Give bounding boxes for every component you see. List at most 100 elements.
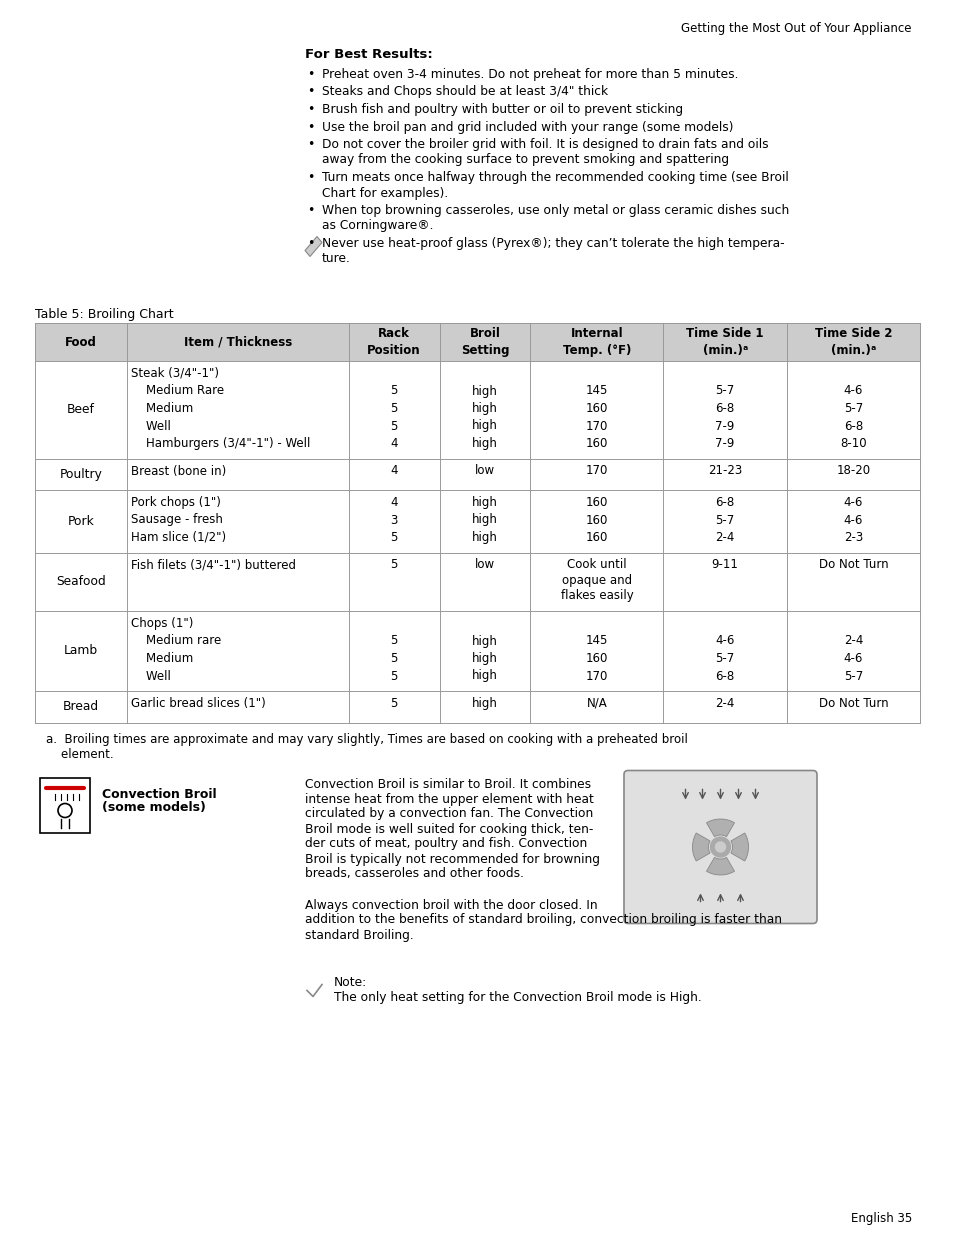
Text: 5: 5: [390, 635, 397, 647]
Text: •: •: [307, 121, 314, 133]
Text: Bread: Bread: [63, 700, 99, 714]
Text: 6-8: 6-8: [715, 496, 734, 509]
Text: Ham slice (1/2"): Ham slice (1/2"): [131, 531, 226, 543]
Text: Garlic bread slices (1"): Garlic bread slices (1"): [131, 697, 265, 710]
Circle shape: [715, 842, 724, 852]
Text: 5: 5: [390, 652, 397, 664]
Text: Sausage - fresh: Sausage - fresh: [131, 514, 222, 526]
Text: 5-7: 5-7: [842, 669, 862, 683]
FancyBboxPatch shape: [623, 771, 816, 924]
Bar: [35, 692, 919, 722]
Polygon shape: [730, 832, 748, 861]
Text: Medium Rare: Medium Rare: [131, 384, 224, 398]
Text: Do not cover the broiler grid with foil. It is designed to drain fats and oils: Do not cover the broiler grid with foil.…: [322, 138, 768, 151]
Bar: [35, 552, 919, 611]
Text: N/A: N/A: [586, 697, 607, 710]
Circle shape: [710, 837, 730, 857]
Text: Item / Thickness: Item / Thickness: [183, 336, 292, 348]
Text: high: high: [472, 635, 497, 647]
Text: Table 5: Broiling Chart: Table 5: Broiling Chart: [35, 308, 173, 321]
Text: 4-6: 4-6: [715, 635, 734, 647]
Text: Pork: Pork: [68, 515, 94, 527]
Text: Never use heat-proof glass (Pyrex®); they can’t tolerate the high tempera-: Never use heat-proof glass (Pyrex®); the…: [322, 237, 783, 249]
Text: element.: element.: [46, 747, 113, 761]
Text: 145: 145: [585, 635, 607, 647]
Text: 160: 160: [585, 652, 607, 664]
Polygon shape: [305, 236, 322, 257]
Text: •: •: [307, 237, 314, 249]
Text: Always convection broil with the door closed. In: Always convection broil with the door cl…: [305, 899, 597, 911]
Text: Poultry: Poultry: [59, 468, 102, 480]
Text: Hamburgers (3/4"-1") - Well: Hamburgers (3/4"-1") - Well: [131, 437, 310, 450]
Text: 5-7: 5-7: [842, 403, 862, 415]
Text: •: •: [307, 85, 314, 99]
Polygon shape: [706, 857, 734, 874]
Text: (some models): (some models): [102, 802, 206, 815]
Text: Position: Position: [367, 345, 420, 357]
Text: low: low: [475, 464, 495, 478]
Text: 5-7: 5-7: [715, 384, 734, 398]
Text: Chart for examples).: Chart for examples).: [322, 186, 448, 200]
Text: Medium: Medium: [131, 652, 193, 664]
Text: 2-4: 2-4: [715, 531, 734, 543]
Text: 170: 170: [585, 464, 607, 478]
Text: When top browning casseroles, use only metal or glass ceramic dishes such: When top browning casseroles, use only m…: [322, 204, 788, 217]
Text: 4-6: 4-6: [842, 652, 862, 664]
Text: Steaks and Chops should be at least 3/4" thick: Steaks and Chops should be at least 3/4"…: [322, 85, 607, 99]
Text: English 35: English 35: [850, 1212, 911, 1225]
Text: 5: 5: [390, 403, 397, 415]
Text: 8-10: 8-10: [840, 437, 866, 450]
Text: Seafood: Seafood: [56, 576, 106, 588]
Text: 5: 5: [390, 697, 397, 710]
Text: •: •: [307, 138, 314, 151]
Bar: [35, 324, 919, 361]
Text: Time Side 1: Time Side 1: [685, 327, 763, 340]
Bar: [35, 611, 919, 692]
Text: 170: 170: [585, 420, 607, 432]
Text: 5: 5: [390, 558, 397, 572]
Text: 5: 5: [390, 384, 397, 398]
Text: 6-8: 6-8: [715, 403, 734, 415]
Text: Brush fish and poultry with butter or oil to prevent sticking: Brush fish and poultry with butter or oi…: [322, 103, 682, 116]
Text: 160: 160: [585, 496, 607, 509]
Text: For Best Results:: For Best Results:: [305, 48, 433, 61]
Text: high: high: [472, 669, 497, 683]
Text: intense heat from the upper element with heat: intense heat from the upper element with…: [305, 793, 594, 805]
Text: Setting: Setting: [460, 345, 509, 357]
Text: opaque and: opaque and: [561, 574, 631, 587]
Text: Cook until: Cook until: [566, 558, 626, 572]
Text: away from the cooking surface to prevent smoking and spattering: away from the cooking surface to prevent…: [322, 153, 728, 167]
Text: standard Broiling.: standard Broiling.: [305, 929, 414, 941]
Text: Chops (1"): Chops (1"): [131, 618, 193, 630]
Text: 4-6: 4-6: [842, 496, 862, 509]
Text: 2-4: 2-4: [715, 697, 734, 710]
Text: 145: 145: [585, 384, 607, 398]
Text: der cuts of meat, poultry and fish. Convection: der cuts of meat, poultry and fish. Conv…: [305, 837, 587, 851]
Text: Breast (bone in): Breast (bone in): [131, 464, 226, 478]
Text: 6-8: 6-8: [715, 669, 734, 683]
Text: Medium rare: Medium rare: [131, 635, 221, 647]
Text: high: high: [472, 420, 497, 432]
Text: circulated by a convection fan. The Convection: circulated by a convection fan. The Conv…: [305, 808, 593, 820]
Text: 5-7: 5-7: [715, 652, 734, 664]
Text: Steak (3/4"-1"): Steak (3/4"-1"): [131, 367, 218, 380]
Text: (min.)ᵃ: (min.)ᵃ: [830, 345, 875, 357]
Text: Preheat oven 3-4 minutes. Do not preheat for more than 5 minutes.: Preheat oven 3-4 minutes. Do not preheat…: [322, 68, 738, 82]
Text: 3: 3: [390, 514, 397, 526]
Text: Well: Well: [131, 420, 171, 432]
Text: Beef: Beef: [67, 404, 94, 416]
Text: (min.)ᵃ: (min.)ᵃ: [701, 345, 747, 357]
Text: •: •: [307, 170, 314, 184]
Text: high: high: [472, 403, 497, 415]
Text: 5: 5: [390, 531, 397, 543]
Text: Internal: Internal: [570, 327, 622, 340]
Bar: [35, 361, 919, 458]
Text: high: high: [472, 437, 497, 450]
Text: Getting the Most Out of Your Appliance: Getting the Most Out of Your Appliance: [680, 22, 911, 35]
Text: 6-8: 6-8: [842, 420, 862, 432]
Text: high: high: [472, 384, 497, 398]
Text: 2-3: 2-3: [842, 531, 862, 543]
Text: 4: 4: [390, 464, 397, 478]
Text: Convection Broil is similar to Broil. It combines: Convection Broil is similar to Broil. It…: [305, 778, 591, 790]
Text: 170: 170: [585, 669, 607, 683]
